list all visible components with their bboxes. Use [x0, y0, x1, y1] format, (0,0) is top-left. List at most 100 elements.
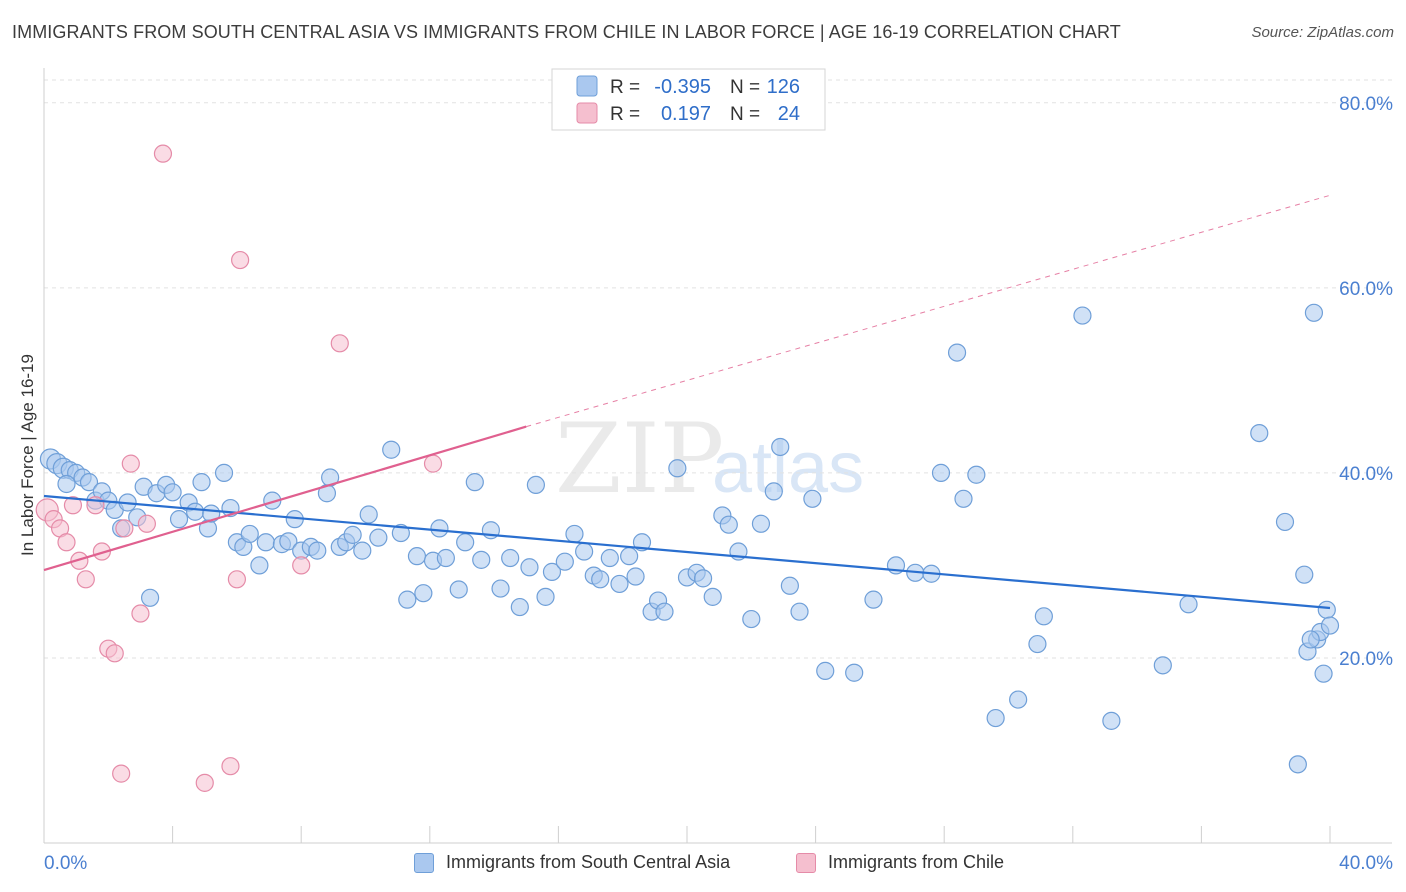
point-chile [76, 570, 95, 589]
point-south-central-asia [751, 514, 771, 533]
point-south-central-asia [719, 515, 738, 534]
y-tick-label: 40.0% [1339, 464, 1393, 485]
point-south-central-asia [407, 547, 427, 566]
point-south-central-asia [501, 548, 520, 568]
x-tick-label-min: 0.0% [44, 853, 87, 874]
point-south-central-asia [436, 548, 455, 568]
point-chile [227, 570, 246, 589]
tick-labels: 20.0% 40.0% 60.0% 80.0% 0.0% 40.0% [44, 94, 1393, 874]
point-south-central-asia [510, 597, 529, 617]
point-south-central-asia [256, 533, 275, 552]
point-south-central-asia [1153, 656, 1172, 675]
series-south-central-asia [39, 303, 1340, 774]
point-chile [292, 556, 311, 575]
point-south-central-asia [491, 579, 510, 598]
y-tick-label: 80.0% [1339, 94, 1393, 115]
legend-swatch-blue [576, 75, 598, 97]
trend-line-chile [43, 425, 527, 572]
point-south-central-asia [526, 475, 545, 495]
point-chile [57, 533, 76, 552]
point-south-central-asia [57, 474, 76, 494]
point-south-central-asia [1073, 306, 1092, 325]
point-south-central-asia [186, 502, 205, 521]
point-south-central-asia [967, 465, 986, 484]
point-south-central-asia [1102, 711, 1121, 730]
point-south-central-asia [250, 556, 269, 575]
legend-item-south-central-asia: Immigrants from South Central Asia [414, 852, 730, 873]
point-south-central-asia [1320, 616, 1340, 635]
point-south-central-asia [1179, 595, 1198, 614]
source-credit: Source: ZipAtlas.com [1251, 24, 1394, 41]
point-south-central-asia [192, 473, 211, 492]
legend-item-chile: Immigrants from Chile [796, 852, 1004, 873]
point-south-central-asia [1295, 565, 1314, 584]
point-south-central-asia [703, 587, 722, 606]
legend-stats: R = -0.395 N = 126 R = 0.197 N = 24 [551, 68, 826, 131]
point-south-central-asia [353, 541, 372, 560]
point-south-central-asia [610, 574, 629, 594]
watermark-zip: ZIP [555, 403, 724, 515]
point-south-central-asia [1009, 690, 1028, 709]
watermark-atlas: atlas [712, 428, 864, 508]
trend-extension-chile [526, 194, 1331, 428]
point-chile [92, 542, 111, 561]
point-chile [330, 334, 349, 353]
legend-r-value-2: 0.197 [661, 103, 711, 125]
point-south-central-asia [1028, 634, 1047, 654]
chart-title: IMMIGRANTS FROM SOUTH CENTRAL ASIA VS IM… [12, 22, 1121, 42]
point-chile [115, 519, 134, 538]
point-south-central-asia [369, 528, 388, 547]
point-south-central-asia [163, 483, 182, 502]
point-south-central-asia [803, 489, 822, 508]
point-south-central-asia [1304, 303, 1324, 322]
point-south-central-asia [655, 602, 674, 621]
point-south-central-asia [954, 489, 973, 508]
point-south-central-asia [668, 459, 687, 478]
legend-r-label-2: R = [610, 104, 640, 125]
legend-r-value-1: -0.395 [654, 76, 711, 98]
point-south-central-asia [780, 576, 799, 595]
y-tick-label: 20.0% [1339, 649, 1393, 670]
point-south-central-asia [764, 482, 783, 501]
point-chile [105, 644, 124, 663]
point-chile [221, 757, 240, 776]
point-south-central-asia [391, 523, 410, 543]
point-south-central-asia [600, 548, 619, 568]
point-south-central-asia [359, 505, 378, 524]
point-chile [137, 514, 156, 533]
point-south-central-asia [414, 584, 433, 603]
point-south-central-asia [931, 463, 951, 482]
point-south-central-asia [472, 550, 491, 569]
watermark: ZIP atlas [555, 403, 864, 515]
point-south-central-asia [1275, 512, 1295, 532]
grid [44, 79, 1392, 659]
legend-series: Immigrants from South Central Asia Immig… [0, 852, 1406, 878]
point-south-central-asia [169, 510, 189, 529]
point-south-central-asia [1034, 607, 1053, 626]
point-south-central-asia [1317, 600, 1336, 619]
point-south-central-asia [845, 663, 864, 682]
point-chile [423, 454, 443, 473]
point-south-central-asia [536, 587, 555, 606]
trend-line-south-central-asia [43, 494, 1331, 610]
point-south-central-asia [140, 588, 160, 607]
series-chile [35, 144, 443, 792]
legend-swatch-pink [576, 102, 598, 124]
point-south-central-asia [79, 473, 99, 492]
point-chile [70, 551, 89, 570]
legend-n-label-2: N = [730, 104, 760, 125]
point-south-central-asia [1314, 664, 1333, 683]
point-south-central-asia [449, 580, 468, 599]
legend-label-chile: Immigrants from Chile [828, 852, 1005, 872]
point-south-central-asia [771, 437, 790, 457]
point-south-central-asia [555, 552, 574, 571]
point-south-central-asia [626, 567, 645, 586]
y-tick-label: 60.0% [1339, 279, 1393, 300]
point-south-central-asia [520, 558, 539, 577]
point-south-central-asia [620, 547, 639, 566]
point-south-central-asia [1301, 630, 1320, 649]
point-south-central-asia [456, 533, 475, 552]
point-south-central-asia [816, 661, 835, 680]
legend-n-label-1: N = [730, 77, 760, 98]
